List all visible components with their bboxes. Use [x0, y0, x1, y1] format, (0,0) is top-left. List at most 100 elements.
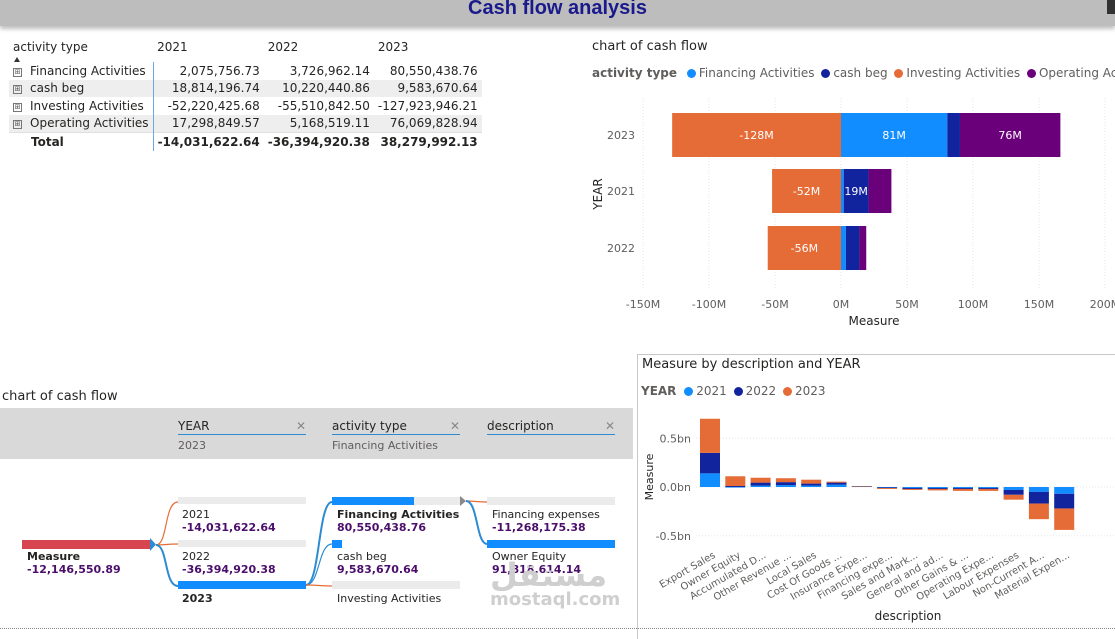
total-label: Total: [9, 132, 154, 151]
node-2022[interactable]: 2022 -36,394,920.38: [182, 550, 276, 576]
column-segment: [1003, 487, 1024, 490]
legend-item-investing[interactable]: Investing Activities: [891, 66, 1020, 80]
cash-flow-matrix: activity type 2021 2022 2023 ⊞ Financing …: [9, 40, 482, 151]
node-bar-2022: [178, 540, 306, 547]
column-segment: [775, 482, 796, 486]
x-axis-title: Measure: [849, 314, 900, 328]
node-2021[interactable]: 2021 -14,031,622.64: [182, 508, 276, 534]
row-label: ⊞ Financing Activities: [9, 62, 154, 80]
node-financing-activities[interactable]: Financing Activities 80,550,438.76: [337, 508, 460, 534]
close-icon[interactable]: ✕: [295, 419, 306, 433]
y-axis-title: YEAR: [591, 178, 605, 210]
expand-icon[interactable]: ⊞: [13, 85, 22, 95]
x-tick-label: 150M: [1024, 298, 1055, 311]
legend-title: activity type: [592, 66, 678, 80]
column-segment: [1028, 491, 1049, 504]
close-icon[interactable]: ✕: [449, 419, 460, 433]
legend-item-2023[interactable]: 2023: [780, 384, 826, 398]
column-segment: [1054, 487, 1075, 494]
level-description[interactable]: description ✕: [487, 419, 615, 435]
cell: 18,814,196.74: [153, 79, 264, 97]
bar-segment: [841, 113, 948, 157]
bar-segment: [843, 169, 869, 213]
column-segment: [1028, 503, 1049, 520]
cell: 10,220,440.86: [263, 79, 374, 97]
matrix-col-2022[interactable]: 2022: [267, 40, 299, 54]
column-segment: [877, 487, 898, 488]
column-chart: 0.5bn0.0bn-0.5bnMeasuredescriptionExport…: [643, 418, 1115, 623]
node-bar-financing: [332, 497, 414, 505]
bar-segment: [767, 226, 841, 270]
level-selected: Financing Activities: [332, 439, 439, 452]
column-chart-legend: YEAR 2021 2022 2023: [641, 384, 826, 398]
column-segment: [1054, 493, 1075, 509]
column-segment: [700, 473, 720, 487]
matrix-col-2021[interactable]: 2021: [157, 40, 188, 54]
bar-segment: [672, 113, 841, 157]
decomp-header: [0, 408, 633, 459]
decomp-connectors: [22, 496, 615, 589]
legend-item-2022[interactable]: 2022: [731, 384, 776, 398]
column-segment: [1028, 487, 1049, 492]
cell: 3,726,962.14: [289, 63, 370, 78]
y-axis-title: Measure: [643, 453, 656, 500]
node-investing-activities[interactable]: Investing Activities: [337, 592, 442, 605]
data-label: 81M: [882, 129, 906, 142]
data-label: -56M: [791, 242, 818, 255]
column-segment: [725, 476, 746, 487]
legend-item-cash-beg[interactable]: cash beg: [818, 66, 888, 80]
window-corner: [1107, 0, 1115, 14]
node-2023[interactable]: 2023: [182, 592, 213, 605]
x-tick-label: -50M: [761, 298, 788, 311]
node-bar-2021: [178, 497, 306, 504]
bar-chart-title: chart of cash flow: [592, 39, 708, 54]
column-chart-title: Measure by description and YEAR: [642, 357, 861, 372]
cell: 76,069,828.94: [373, 114, 482, 133]
x-axis-title: description: [875, 609, 942, 623]
cell: -14,031,622.64: [153, 132, 264, 151]
table-row: ⊞ Investing Activities -52,220,425.68 -55…: [9, 97, 482, 115]
x-tick-label: 100M: [958, 298, 989, 311]
y-tick-label: 2021: [607, 185, 635, 198]
column-segment: [750, 477, 771, 483]
bar-segment: [959, 113, 1061, 157]
bar-segment: [841, 169, 844, 213]
matrix-col-2023[interactable]: 2023: [377, 40, 409, 54]
table-row: ⊞ cash beg 18,814,196.74 10,220,440.86 9,…: [9, 79, 482, 97]
legend-item-operating[interactable]: Operating Activities: [1024, 66, 1115, 80]
total-row: Total -14,031,622.64 -36,394,920.38 38,2…: [9, 132, 482, 151]
column-segment: [700, 418, 720, 453]
level-selected: 2023: [178, 439, 206, 452]
column-segment: [978, 487, 999, 489]
node-owner-equity[interactable]: Owner Equity 91,818,614.14: [492, 550, 582, 576]
expand-icon[interactable]: ⊞: [13, 102, 22, 112]
expand-icon[interactable]: ⊞: [13, 120, 22, 130]
expand-icon[interactable]: ⊞: [13, 67, 22, 77]
bar-segment: [859, 226, 867, 270]
column-segment: [953, 488, 973, 491]
column-segment: [801, 485, 822, 487]
matrix-col-activity-type[interactable]: activity type: [13, 40, 88, 54]
node-bar-2023: [178, 581, 306, 589]
page-title: Cash flow analysis: [468, 0, 647, 19]
node-bar-cash-beg: [332, 540, 342, 548]
cell: 80,550,438.76: [389, 63, 478, 78]
legend-title: YEAR: [641, 384, 677, 398]
level-activity-type[interactable]: activity type ✕ Financing Activities: [332, 419, 460, 452]
bar-segment: [868, 169, 892, 213]
x-tick-label: 0M: [833, 298, 850, 311]
legend-item-financing[interactable]: Financing Activities: [681, 66, 815, 80]
bar-segment: [845, 226, 860, 270]
column-segment: [927, 487, 948, 489]
column-segment: [775, 478, 796, 483]
legend-item-2021[interactable]: 2021: [680, 384, 727, 398]
column-segment: [801, 483, 822, 486]
close-icon[interactable]: ✕: [604, 419, 615, 433]
data-label: -52M: [793, 185, 820, 198]
level-year[interactable]: YEAR ✕ 2023: [178, 419, 306, 452]
node-financing-expenses[interactable]: Financing expenses -11,268,175.38: [492, 508, 600, 534]
decomp-root[interactable]: Measure -12,146,550.89: [27, 550, 121, 576]
node-cash-beg[interactable]: cash beg 9,583,670.64: [337, 550, 419, 576]
sort-ascending-icon[interactable]: [14, 57, 20, 62]
